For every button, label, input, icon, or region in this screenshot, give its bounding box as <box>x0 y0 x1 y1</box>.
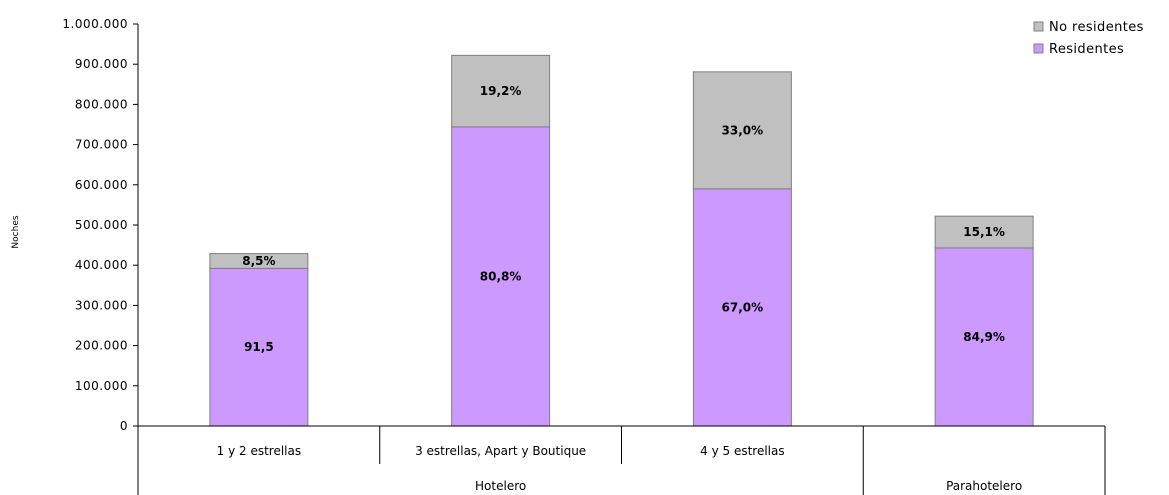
data-labels: 91,5 8,5% 80,8% 19,2% 67,0% 33,0% 84,9% 15,1% <box>242 84 1005 354</box>
data-label: 84,9% <box>963 330 1005 344</box>
data-label: 8,5% <box>242 254 275 268</box>
y-tick-label: 800.000 <box>75 97 128 111</box>
bar-no-residentes <box>451 54 551 128</box>
legend-swatch <box>1033 43 1044 54</box>
bar-residentes <box>209 267 309 427</box>
category-axis: 1 y 2 estrellas 3 estrellas, Apart y Bout… <box>137 425 1106 495</box>
data-label: 91,5 <box>244 340 274 354</box>
bars <box>209 54 1034 427</box>
data-label: 33,0% <box>722 123 764 137</box>
y-tick-label: 900.000 <box>75 57 128 71</box>
y-tick-label: 0 <box>120 419 128 433</box>
axes: 0 100.000 200.000 300.000 400.000 500.000 600.… <box>62 17 139 433</box>
legend-label: Residentes <box>1049 42 1124 57</box>
y-tick-label: 1.000.000 <box>62 17 128 31</box>
y-axis-label: Noches <box>11 215 21 248</box>
y-tick-label: 700.000 <box>75 138 128 152</box>
y-tick-label: 400.000 <box>75 258 128 272</box>
y-tick-label: 500.000 <box>75 218 128 232</box>
data-label: 67,0% <box>722 300 764 314</box>
y-tick-label: 600.000 <box>75 178 128 192</box>
category-label: 4 y 5 estrellas <box>700 444 784 458</box>
bar-no-residentes <box>209 253 309 269</box>
y-tick-label: 300.000 <box>75 298 128 312</box>
data-label: 80,8% <box>480 269 522 283</box>
legend-swatch <box>1033 21 1044 32</box>
group-label: Parahotelero <box>946 479 1022 493</box>
y-tick-label: 100.000 <box>75 379 128 393</box>
data-label: 15,1% <box>963 225 1005 239</box>
category-label: 1 y 2 estrellas <box>217 444 301 458</box>
bar-residentes <box>934 247 1034 427</box>
legend: No residentes Residentes <box>1033 20 1144 57</box>
bar-no-residentes <box>934 215 1034 249</box>
y-tick-label: 200.000 <box>75 339 128 353</box>
bar-residentes <box>692 188 792 427</box>
bar-residentes <box>451 126 551 427</box>
bar-no-residentes <box>692 71 792 190</box>
group-label: Hotelero <box>475 479 526 493</box>
category-label: 3 estrellas, Apart y Boutique <box>415 444 586 458</box>
legend-label: No residentes <box>1049 20 1144 35</box>
data-label: 19,2% <box>480 84 522 98</box>
